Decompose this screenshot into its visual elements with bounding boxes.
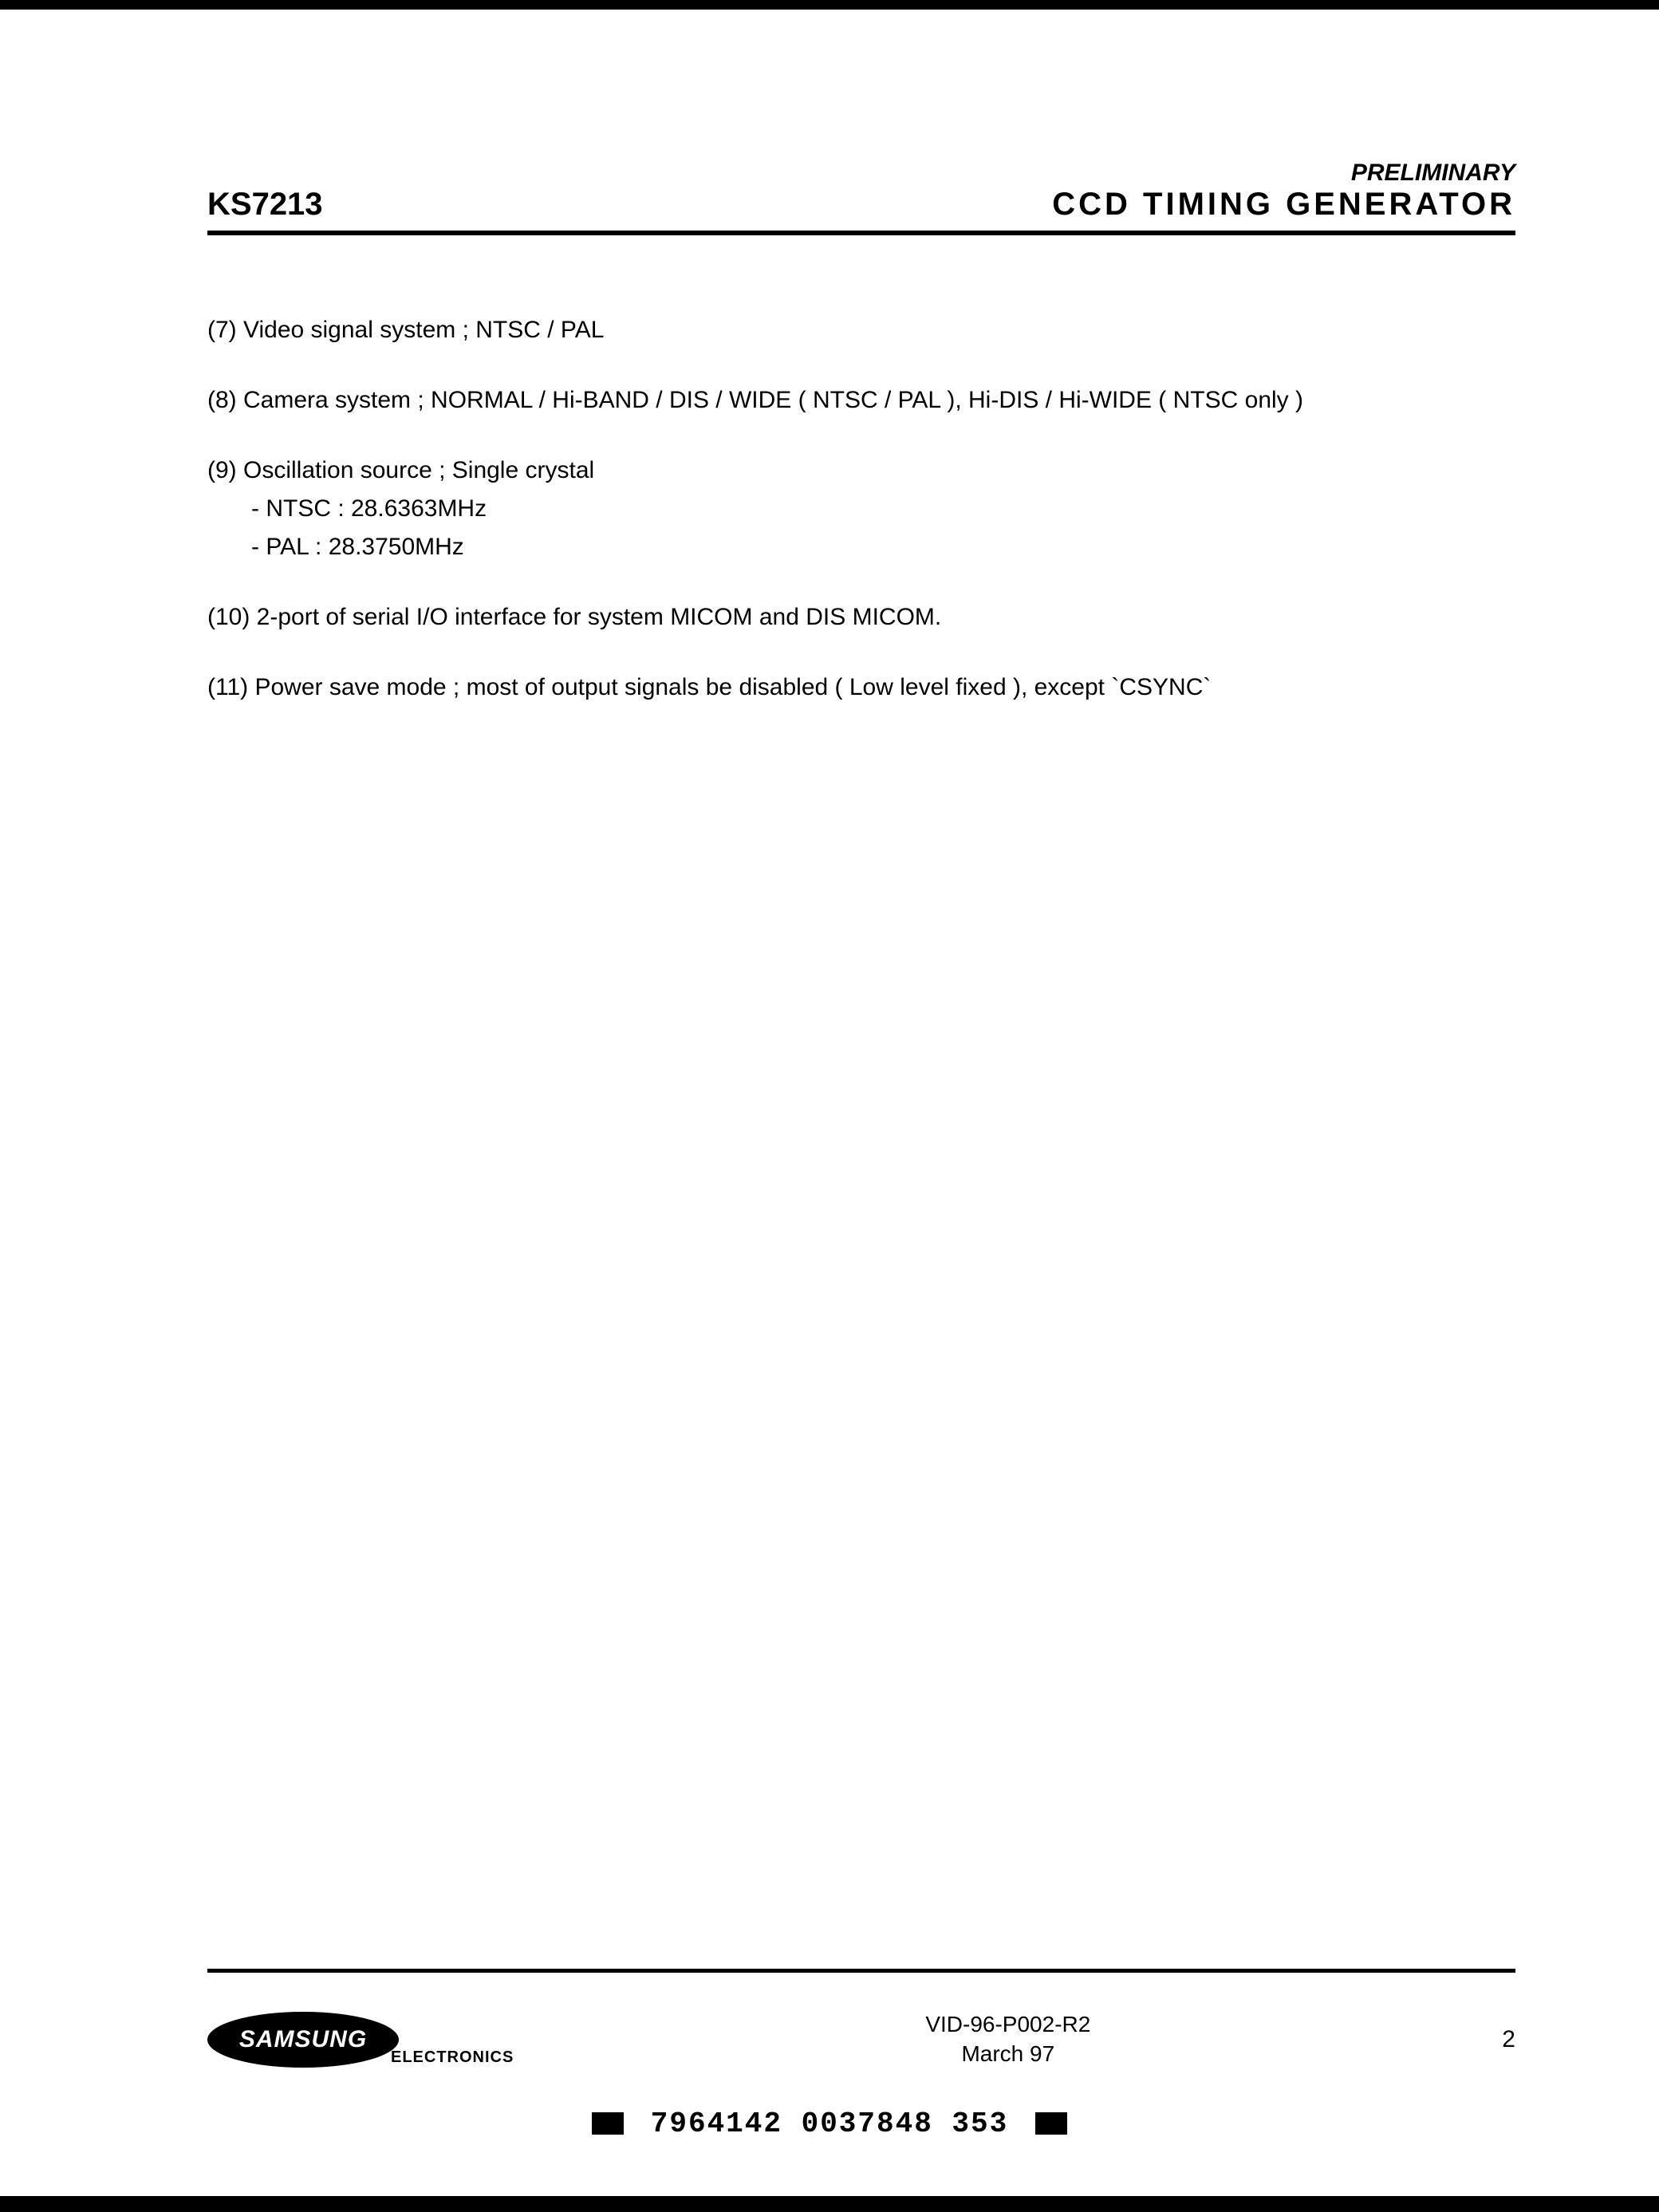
barcode-end-icon	[1035, 2112, 1067, 2135]
footer: SAMSUNG ELECTRONICS VID-96-P002-R2 March…	[207, 2010, 1515, 2068]
item-11: (11) Power save mode ; most of output si…	[207, 668, 1515, 707]
page-number: 2	[1502, 2026, 1515, 2053]
top-bar	[0, 0, 1659, 10]
bottom-bar	[0, 2196, 1659, 2212]
item-10: (10) 2-port of serial I/O interface for …	[207, 598, 1515, 637]
header: KS7213 PRELIMINARY CCD TIMING GENERATOR	[207, 160, 1515, 235]
footer-rule	[207, 1969, 1515, 1973]
page: KS7213 PRELIMINARY CCD TIMING GENERATOR …	[0, 0, 1659, 2212]
part-number: KS7213	[207, 187, 323, 223]
item-9-ntsc: - NTSC : 28.6363MHz	[207, 490, 1515, 528]
content-body: (7) Video signal system ; NTSC / PAL (8)…	[207, 311, 1515, 739]
logo-ellipse: SAMSUNG	[207, 2012, 399, 2068]
logo-subtext: ELECTRONICS	[391, 2048, 514, 2067]
barcode-text: 7964142 0037848 353	[651, 2108, 1008, 2140]
doc-date: March 97	[925, 2040, 1090, 2068]
item-7: (7) Video signal system ; NTSC / PAL	[207, 311, 1515, 349]
preliminary-label: PRELIMINARY	[1052, 160, 1515, 187]
footer-center: VID-96-P002-R2 March 97	[925, 2010, 1090, 2068]
item-9-main: (9) Oscillation source ; Single crystal	[207, 451, 1515, 490]
doc-id: VID-96-P002-R2	[925, 2010, 1090, 2039]
barcode-start-icon	[592, 2112, 624, 2135]
item-9-pal: - PAL : 28.3750MHz	[207, 528, 1515, 566]
header-right: PRELIMINARY CCD TIMING GENERATOR	[1052, 160, 1515, 223]
item-9: (9) Oscillation source ; Single crystal …	[207, 451, 1515, 566]
document-title: CCD TIMING GENERATOR	[1052, 187, 1515, 222]
item-8: (8) Camera system ; NORMAL / Hi-BAND / D…	[207, 381, 1515, 420]
logo: SAMSUNG ELECTRONICS	[207, 2012, 514, 2068]
barcode-line: 7964142 0037848 353	[0, 2108, 1659, 2140]
